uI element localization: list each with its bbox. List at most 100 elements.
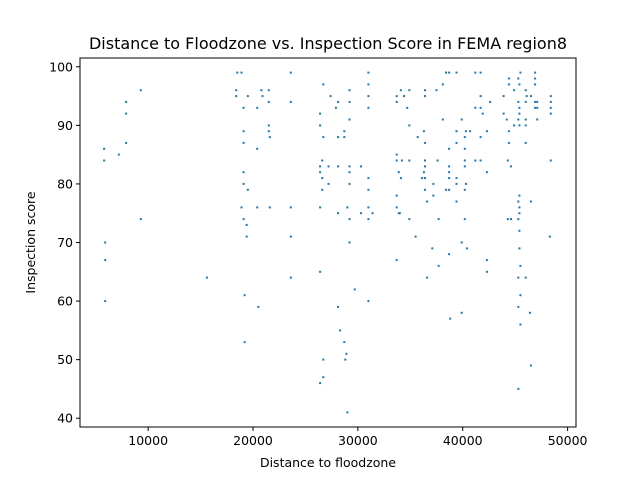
data-point <box>455 177 458 180</box>
data-point <box>518 112 521 115</box>
data-point <box>103 147 106 150</box>
data-point <box>474 106 477 109</box>
data-point <box>242 218 245 221</box>
data-point <box>321 177 324 180</box>
data-point <box>485 171 488 174</box>
data-point <box>518 83 521 86</box>
data-point <box>506 159 509 162</box>
data-point <box>513 89 516 92</box>
data-point <box>507 141 510 144</box>
data-point <box>424 177 426 180</box>
data-point <box>525 95 528 98</box>
data-point <box>395 194 398 197</box>
data-point <box>435 89 438 92</box>
data-point <box>465 247 468 250</box>
data-point <box>448 188 451 191</box>
data-point <box>448 171 451 174</box>
data-point <box>524 89 527 92</box>
data-point <box>517 305 520 308</box>
data-point <box>510 218 512 221</box>
data-point <box>549 106 552 109</box>
data-point <box>549 159 552 162</box>
data-point <box>448 147 451 150</box>
data-point <box>367 206 370 209</box>
data-point <box>399 177 402 180</box>
data-point <box>534 77 537 80</box>
data-point <box>400 159 403 162</box>
data-point <box>319 206 322 209</box>
data-point <box>474 71 477 74</box>
y-tick-label: 90 <box>57 118 73 133</box>
data-point <box>463 218 466 221</box>
data-point <box>289 100 292 103</box>
data-point <box>506 218 509 221</box>
data-point <box>395 159 398 162</box>
data-point <box>329 95 332 98</box>
y-tick-label: 70 <box>57 235 73 250</box>
data-point <box>337 136 339 139</box>
x-tick-label: 50000 <box>548 433 588 448</box>
data-point <box>240 206 243 209</box>
data-point <box>103 159 106 162</box>
y-tick-label: 60 <box>57 294 73 309</box>
data-point <box>502 112 505 115</box>
data-point <box>510 165 512 168</box>
data-point <box>463 136 466 139</box>
x-axis-label: Distance to floodzone <box>260 455 396 470</box>
data-point <box>334 106 337 109</box>
data-point <box>346 206 349 209</box>
x-tick-label: 30000 <box>338 433 378 448</box>
x-axis-ticks: 10000 20000 30000 40000 50000 <box>128 427 588 448</box>
data-point <box>507 83 510 86</box>
data-point <box>256 106 259 109</box>
data-point <box>517 200 520 203</box>
data-point <box>534 106 537 109</box>
data-point <box>524 124 527 127</box>
data-point <box>242 171 245 174</box>
data-point <box>517 218 520 221</box>
data-point <box>319 382 322 385</box>
data-point <box>367 95 370 98</box>
data-point <box>424 95 426 98</box>
data-point <box>460 118 463 121</box>
data-point <box>518 229 521 232</box>
data-point <box>517 276 520 279</box>
data-point <box>455 141 458 144</box>
data-point <box>445 71 447 74</box>
data-point <box>289 235 292 238</box>
data-point <box>463 188 466 191</box>
data-point <box>513 124 516 127</box>
data-point <box>524 100 527 103</box>
data-point <box>344 358 347 361</box>
data-point <box>505 118 508 121</box>
data-point <box>479 159 482 162</box>
data-point <box>437 264 440 267</box>
x-tick-label: 20000 <box>233 433 273 448</box>
data-point <box>518 247 521 250</box>
data-point <box>327 182 330 185</box>
data-point <box>395 206 398 209</box>
data-point <box>235 95 238 98</box>
data-point <box>536 106 539 109</box>
data-point <box>448 165 451 168</box>
data-point <box>321 188 324 191</box>
data-point <box>464 130 467 133</box>
data-point <box>257 305 260 308</box>
data-point <box>479 106 482 109</box>
data-point <box>348 100 351 103</box>
data-point <box>479 71 482 74</box>
data-point <box>319 270 322 273</box>
data-point <box>371 212 374 215</box>
data-point <box>322 83 325 86</box>
data-point <box>243 294 246 297</box>
data-point <box>348 241 351 244</box>
data-point <box>399 89 402 92</box>
data-point <box>424 159 426 162</box>
data-point <box>481 112 484 115</box>
data-point <box>479 136 482 139</box>
data-point <box>319 112 322 115</box>
data-point <box>346 411 349 414</box>
data-point <box>240 71 243 74</box>
data-point <box>319 124 322 127</box>
data-point <box>449 317 452 320</box>
